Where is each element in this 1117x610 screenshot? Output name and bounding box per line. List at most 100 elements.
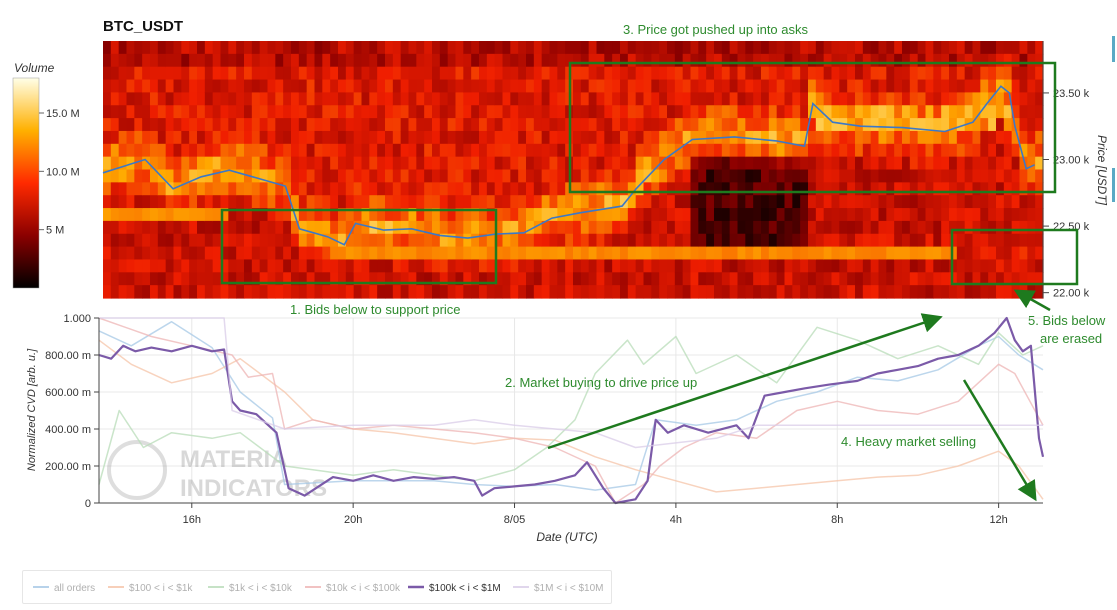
heatmap-cell — [612, 41, 621, 55]
heatmap-cell — [432, 195, 441, 209]
heatmap-cell — [588, 272, 598, 286]
heatmap-cell — [1035, 130, 1044, 145]
heatmap-cell — [212, 143, 222, 158]
heatmap-cell — [862, 105, 872, 119]
heatmap-cell — [956, 66, 966, 81]
heatmap-cell — [815, 259, 825, 273]
heatmap-cell — [573, 169, 582, 183]
heatmap-cell — [949, 208, 958, 222]
heatmap-cell — [729, 66, 739, 81]
heatmap-cell — [259, 220, 269, 235]
heatmap-cell — [345, 156, 355, 171]
heatmap-cell — [432, 259, 441, 273]
heatmap-cell — [604, 195, 613, 209]
heatmap-cell — [674, 195, 684, 209]
price-axis-ticks: 22.00 k22.50 k23.00 k23.50 k — [1043, 88, 1090, 300]
heatmap-cell — [345, 246, 355, 261]
heatmap-cell — [502, 41, 511, 55]
heatmap-cell — [894, 66, 903, 81]
heatmap-cell — [643, 182, 652, 196]
heatmap-cell — [776, 233, 786, 248]
series-line — [98, 317, 1044, 504]
heatmap-cell — [761, 143, 770, 158]
heatmap-cell — [768, 272, 778, 286]
heatmap-cell — [455, 118, 464, 132]
heatmap-cell — [165, 272, 175, 286]
heatmap-cell — [244, 220, 253, 235]
heatmap-cell — [988, 285, 997, 299]
heatmap-cell — [588, 53, 598, 68]
heatmap-cell — [643, 118, 652, 132]
heatmap-cell — [416, 130, 425, 145]
heatmap-cell — [267, 66, 276, 81]
heatmap-cell — [776, 105, 786, 119]
heatmap-cell — [620, 208, 629, 222]
heatmap-cell — [408, 105, 417, 119]
heatmap-cell — [486, 118, 496, 132]
heatmap-cell — [612, 195, 621, 209]
heatmap-cell — [283, 143, 292, 158]
heatmap-cell — [627, 156, 637, 171]
heatmap-cell — [486, 92, 496, 106]
heatmap-cell — [392, 105, 402, 119]
heatmap-cell — [526, 246, 535, 261]
heatmap-cell — [447, 130, 457, 145]
heatmap-cell — [134, 118, 143, 132]
heatmap-cell — [533, 130, 543, 145]
heatmap-cell — [682, 66, 692, 81]
heatmap-cell — [510, 118, 519, 132]
heatmap-cell — [283, 272, 292, 286]
heatmap-cell — [541, 143, 551, 158]
heatmap-cell — [541, 105, 551, 119]
heatmap-cell — [502, 66, 511, 81]
heatmap-cell — [659, 79, 668, 93]
heatmap-cell — [698, 79, 707, 93]
heatmap-cell — [479, 208, 488, 222]
heatmap-cell — [494, 105, 504, 119]
heatmap-cell — [964, 233, 974, 248]
heatmap-cell — [204, 272, 214, 286]
heatmap-cell — [886, 169, 895, 183]
heatmap-cell — [181, 233, 190, 248]
heatmap-cell — [439, 259, 449, 273]
heatmap-cell — [526, 208, 535, 222]
heatmap-cell — [134, 92, 143, 106]
heatmap-cell — [392, 259, 402, 273]
heatmap-cell — [345, 182, 355, 196]
heatmap-cell — [604, 41, 613, 55]
heatmap-cell — [314, 285, 323, 299]
heatmap-cell — [737, 246, 746, 261]
heatmap-cell — [870, 156, 880, 171]
heatmap-cell — [815, 53, 825, 68]
heatmap-cell — [541, 41, 551, 55]
x-tick-label: 4h — [670, 514, 682, 526]
heatmap-cell — [580, 169, 590, 183]
heatmap-cell — [103, 156, 112, 171]
heatmap-cell — [447, 105, 457, 119]
heatmap-cell — [267, 53, 276, 68]
heatmap-cell — [110, 79, 120, 93]
heatmap-cell — [103, 285, 112, 299]
heatmap-cell — [784, 169, 793, 183]
heatmap-cell — [189, 143, 198, 158]
heatmap-cell — [659, 259, 668, 273]
heatmap-cell — [150, 41, 159, 55]
heatmap-cell — [275, 66, 284, 81]
heatmap-cell — [894, 130, 903, 145]
heatmap-cell — [1035, 195, 1044, 209]
heatmap-cell — [894, 79, 903, 93]
heatmap-cell — [831, 118, 840, 132]
heatmap-cell — [486, 41, 496, 55]
heatmap-cell — [494, 233, 504, 248]
heatmap-cell — [667, 272, 676, 286]
heatmap-cell — [855, 118, 864, 132]
heatmap-cell — [173, 182, 182, 196]
heatmap-cell — [1003, 53, 1013, 68]
heatmap-cell — [110, 130, 120, 145]
heatmap-cell — [862, 66, 872, 81]
heatmap-cell — [894, 220, 903, 235]
heatmap-cell — [533, 41, 543, 55]
heatmap-cell — [353, 233, 363, 248]
heatmap-cell — [189, 259, 198, 273]
heatmap-cell — [392, 272, 402, 286]
